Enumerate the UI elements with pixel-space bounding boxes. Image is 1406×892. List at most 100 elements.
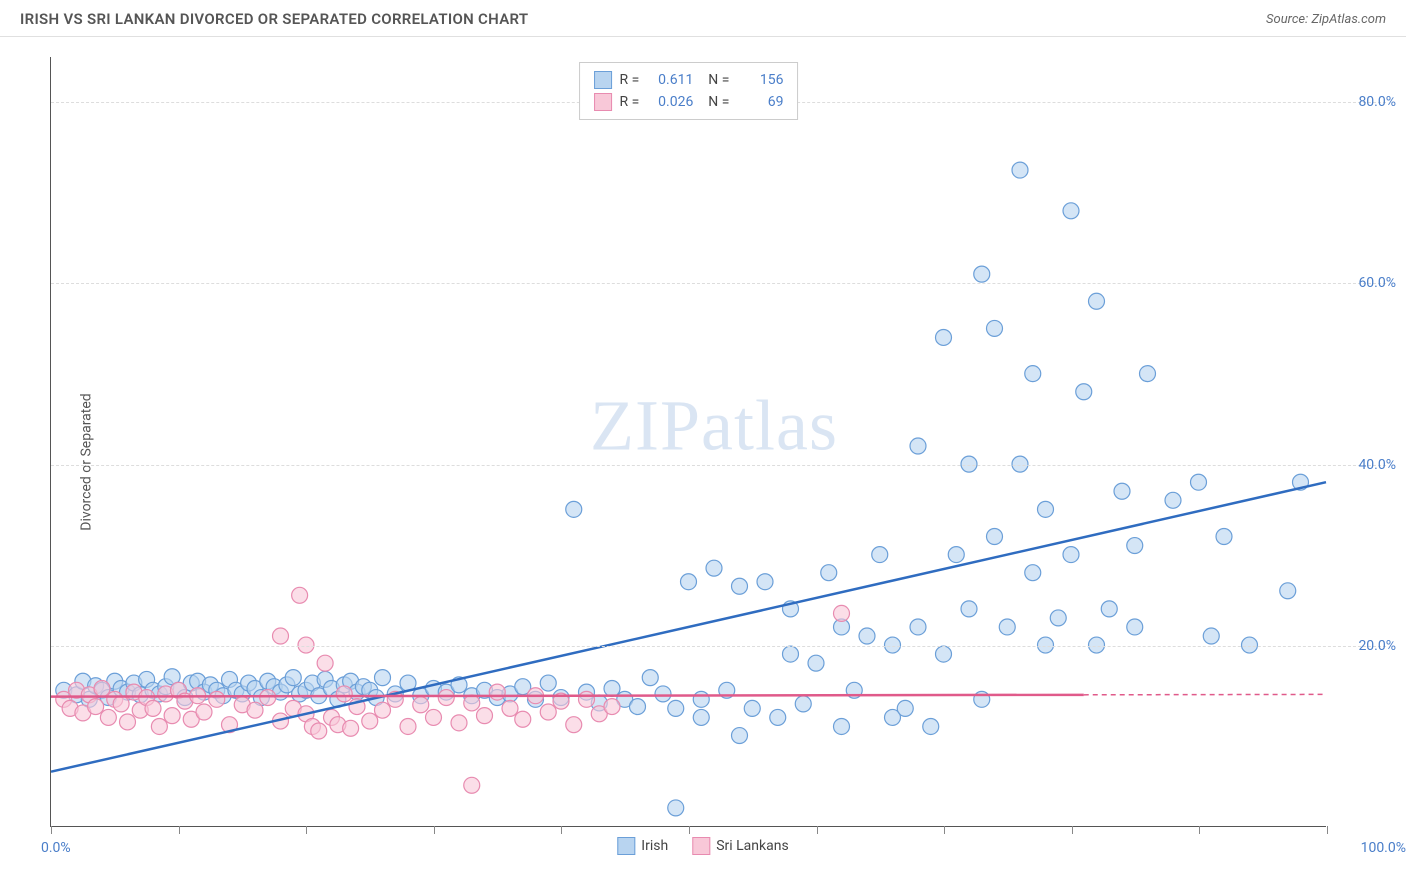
- x-tick: [817, 826, 818, 834]
- scatter-point: [757, 574, 773, 590]
- legend-bottom-item: Sri Lankans: [692, 837, 789, 855]
- y-tick-label: 80.0%: [1358, 94, 1396, 110]
- scatter-point: [1140, 366, 1156, 382]
- legend-n-value: 69: [737, 94, 783, 110]
- legend-r-value: 0.611: [647, 72, 693, 88]
- y-tick-label: 60.0%: [1358, 275, 1396, 291]
- scatter-point: [642, 670, 658, 686]
- scatter-point: [923, 718, 939, 734]
- scatter-point: [438, 690, 454, 706]
- scatter-point: [693, 691, 709, 707]
- scatter-point: [1012, 162, 1028, 178]
- scatter-point: [336, 686, 352, 702]
- scatter-point: [1127, 619, 1143, 635]
- scatter-point: [515, 711, 531, 727]
- scatter-point: [732, 578, 748, 594]
- scatter-point: [1025, 565, 1041, 581]
- scatter-point: [732, 728, 748, 744]
- legend-r-label: R =: [620, 72, 640, 88]
- x-tick: [1072, 826, 1073, 834]
- source-value: ZipAtlas.com: [1311, 12, 1386, 27]
- x-tick: [306, 826, 307, 834]
- y-tick-label: 20.0%: [1358, 638, 1396, 654]
- scatter-point: [872, 547, 888, 563]
- scatter-point: [100, 709, 116, 725]
- legend-swatch: [594, 71, 612, 89]
- y-tick-label: 40.0%: [1358, 457, 1396, 473]
- scatter-point: [604, 699, 620, 715]
- scatter-point: [260, 690, 276, 706]
- scatter-point: [1280, 583, 1296, 599]
- scatter-point: [1191, 474, 1207, 490]
- scatter-point: [1038, 501, 1054, 517]
- scatter-point: [1089, 293, 1105, 309]
- scatter-point: [209, 691, 225, 707]
- scatter-point: [1025, 366, 1041, 382]
- x-tick: [944, 826, 945, 834]
- x-max-label: 100.0%: [1361, 840, 1406, 856]
- scatter-point: [164, 708, 180, 724]
- scatter-point: [655, 686, 671, 702]
- x-min-label: 0.0%: [41, 840, 71, 856]
- scatter-point: [974, 266, 990, 282]
- x-tick: [689, 826, 690, 834]
- scatter-point: [375, 702, 391, 718]
- scatter-point: [1165, 492, 1181, 508]
- chart-source: Source: ZipAtlas.com: [1266, 12, 1386, 27]
- scatter-point: [400, 718, 416, 734]
- scatter-point: [426, 709, 442, 725]
- scatter-point: [681, 574, 697, 590]
- scatter-point: [285, 670, 301, 686]
- x-tick: [561, 826, 562, 834]
- scatter-point: [1063, 547, 1079, 563]
- scatter-point: [1076, 384, 1092, 400]
- scatter-point: [834, 605, 850, 621]
- legend-bottom-item: Irish: [617, 837, 668, 855]
- legend-swatch: [617, 837, 635, 855]
- scatter-point: [145, 700, 161, 716]
- scatter-point: [362, 713, 378, 729]
- legend-series-label: Irish: [641, 838, 668, 854]
- scatter-point: [897, 700, 913, 716]
- scatter-point: [668, 700, 684, 716]
- scatter-point: [987, 320, 1003, 336]
- scatter-point: [540, 675, 556, 691]
- chart-container: Divorced or Separated 0.0% 100.0% R =0.6…: [0, 37, 1406, 887]
- legend-r-value: 0.026: [647, 94, 693, 110]
- scatter-point: [540, 704, 556, 720]
- plot-area: 0.0% 100.0% R =0.611 N =156R =0.026 N =6…: [50, 57, 1326, 827]
- grid-line: [51, 283, 1386, 284]
- scatter-point: [936, 329, 952, 345]
- scatter-point: [630, 699, 646, 715]
- scatter-point: [770, 709, 786, 725]
- legend-swatch: [692, 837, 710, 855]
- scatter-point: [113, 696, 129, 712]
- scatter-point: [464, 695, 480, 711]
- scatter-point: [579, 691, 595, 707]
- source-label: Source:: [1266, 12, 1311, 27]
- scatter-point: [311, 723, 327, 739]
- scatter-point: [910, 438, 926, 454]
- scatter-point: [948, 547, 964, 563]
- scatter-point: [477, 708, 493, 724]
- scatter-point: [151, 718, 167, 734]
- grid-line: [51, 646, 1386, 647]
- scatter-point: [451, 715, 467, 731]
- scatter-point: [343, 720, 359, 736]
- x-tick: [51, 826, 52, 834]
- scatter-point: [910, 619, 926, 635]
- x-tick: [434, 826, 435, 834]
- scatter-point: [247, 702, 263, 718]
- legend-series-label: Sri Lankans: [716, 838, 789, 854]
- scatter-point: [808, 655, 824, 671]
- scatter-point: [1050, 610, 1066, 626]
- scatter-point: [795, 696, 811, 712]
- scatter-point: [668, 800, 684, 816]
- legend-top: R =0.611 N =156R =0.026 N =69: [579, 62, 799, 120]
- scatter-point: [936, 646, 952, 662]
- scatter-point: [834, 718, 850, 734]
- scatter-point: [999, 619, 1015, 635]
- scatter-point: [987, 529, 1003, 545]
- scatter-point: [1114, 483, 1130, 499]
- scatter-point: [88, 699, 104, 715]
